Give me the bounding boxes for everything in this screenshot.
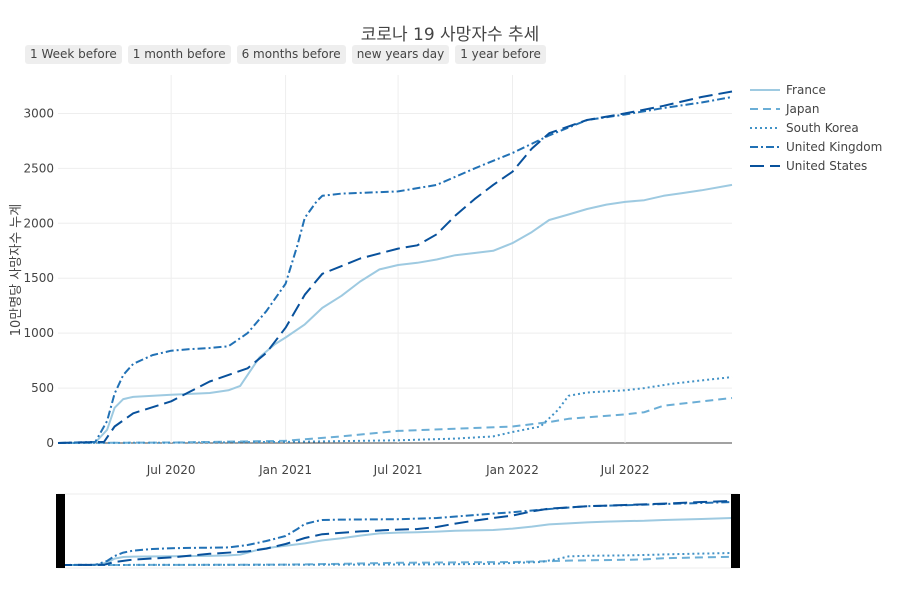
x-tick-label: Jan 2022: [485, 463, 539, 477]
legend-label-france: France: [786, 82, 826, 97]
range-button-new-years-day[interactable]: new years day: [351, 45, 450, 64]
slider-line-south-korea: [57, 552, 733, 566]
y-tick-label: 3000: [23, 106, 54, 120]
legend-swatch-france: [750, 88, 780, 91]
range-selector: 1 Week before 1 month before 6 months be…: [25, 45, 546, 64]
slider-line-united-states: [57, 500, 733, 566]
y-tick-label: 0: [46, 436, 54, 450]
legend-label-south-korea: South Korea: [786, 120, 859, 135]
legend-item-united-kingdom[interactable]: United Kingdom: [750, 137, 882, 156]
series-line-south-korea: [57, 376, 733, 444]
range-button-1-month[interactable]: 1 month before: [127, 45, 231, 64]
legend-item-japan[interactable]: Japan: [750, 99, 882, 118]
series-line-japan: [57, 397, 733, 444]
grid-lines: [58, 75, 732, 444]
range-slider-handle-right[interactable]: [731, 494, 740, 568]
series-line-france: [57, 183, 733, 444]
legend-label-japan: Japan: [786, 101, 820, 116]
y-tick-label: 2500: [23, 161, 54, 175]
range-button-6-months[interactable]: 6 months before: [236, 45, 346, 64]
slider-line-france: [57, 517, 733, 566]
legend-label-united-kingdom: United Kingdom: [786, 139, 883, 154]
series-lines: [57, 90, 733, 444]
y-tick-label: 500: [31, 381, 54, 395]
x-tick-label: Jul 2022: [600, 463, 650, 477]
chart-title: 코로나 19 사망자수 추세: [360, 25, 540, 45]
legend-item-south-korea[interactable]: South Korea: [750, 118, 882, 137]
x-tick-label: Jul 2020: [146, 463, 196, 477]
legend-swatch-south-korea: [750, 126, 780, 129]
legend-swatch-united-states: [750, 164, 780, 167]
y-tick-label: 1500: [23, 271, 54, 285]
range-slider-handle-left[interactable]: [56, 494, 65, 568]
legend-item-france[interactable]: France: [750, 80, 882, 99]
series-line-united-kingdom: [57, 96, 733, 444]
y-tick-label: 1000: [23, 326, 54, 340]
series-line-united-states: [57, 90, 733, 444]
legend-item-united-states[interactable]: United States: [750, 156, 882, 175]
range-button-1-week[interactable]: 1 Week before: [25, 45, 122, 64]
x-tick-label: Jan 2021: [258, 463, 312, 477]
range-button-1-year[interactable]: 1 year before: [455, 45, 546, 64]
legend-swatch-japan: [750, 107, 780, 110]
range-slider[interactable]: [56, 493, 740, 569]
legend: France Japan South Korea United Kingdom …: [750, 80, 882, 175]
y-axis: 0 500 1000 1500 2000 2500 3000: [23, 106, 54, 450]
range-slider-lines: [57, 500, 733, 566]
y-axis-label: 10만명당 사망자수 누계: [9, 204, 24, 336]
legend-label-united-states: United States: [786, 158, 868, 173]
legend-swatch-united-kingdom: [750, 145, 780, 148]
x-tick-label: Jul 2021: [373, 463, 423, 477]
y-tick-label: 2000: [23, 216, 54, 230]
slider-line-japan: [57, 555, 733, 566]
x-axis: Jul 2020 Jan 2021 Jul 2021 Jan 2022 Jul 2022: [146, 463, 650, 477]
